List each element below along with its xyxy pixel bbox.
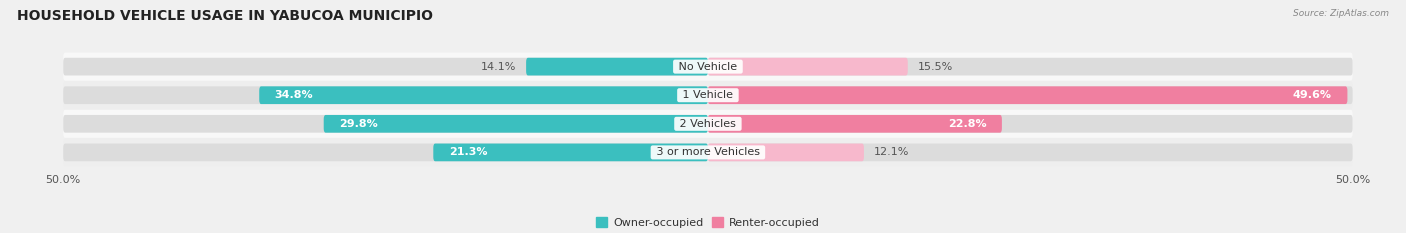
Text: 3 or more Vehicles: 3 or more Vehicles	[652, 147, 763, 158]
FancyBboxPatch shape	[526, 58, 707, 75]
FancyBboxPatch shape	[63, 115, 707, 133]
Text: 12.1%: 12.1%	[875, 147, 910, 158]
FancyBboxPatch shape	[707, 58, 1353, 75]
Text: 22.8%: 22.8%	[948, 119, 987, 129]
Text: 49.6%: 49.6%	[1294, 90, 1331, 100]
FancyBboxPatch shape	[707, 144, 1353, 161]
Text: No Vehicle: No Vehicle	[675, 62, 741, 72]
Legend: Owner-occupied, Renter-occupied: Owner-occupied, Renter-occupied	[592, 213, 824, 232]
FancyBboxPatch shape	[63, 144, 707, 161]
Text: HOUSEHOLD VEHICLE USAGE IN YABUCOA MUNICIPIO: HOUSEHOLD VEHICLE USAGE IN YABUCOA MUNIC…	[17, 9, 433, 23]
FancyBboxPatch shape	[433, 144, 707, 161]
FancyBboxPatch shape	[707, 115, 1002, 133]
FancyBboxPatch shape	[707, 86, 1347, 104]
FancyBboxPatch shape	[707, 58, 908, 75]
FancyBboxPatch shape	[707, 86, 1353, 104]
FancyBboxPatch shape	[63, 110, 1353, 138]
FancyBboxPatch shape	[323, 115, 707, 133]
FancyBboxPatch shape	[63, 81, 1353, 109]
Text: 34.8%: 34.8%	[274, 90, 314, 100]
Text: 1 Vehicle: 1 Vehicle	[679, 90, 737, 100]
Text: Source: ZipAtlas.com: Source: ZipAtlas.com	[1294, 9, 1389, 18]
FancyBboxPatch shape	[63, 58, 707, 75]
Text: 14.1%: 14.1%	[481, 62, 516, 72]
FancyBboxPatch shape	[63, 138, 1353, 166]
Text: 2 Vehicles: 2 Vehicles	[676, 119, 740, 129]
FancyBboxPatch shape	[707, 115, 1353, 133]
FancyBboxPatch shape	[259, 86, 707, 104]
Text: 29.8%: 29.8%	[339, 119, 378, 129]
FancyBboxPatch shape	[707, 144, 863, 161]
Text: 15.5%: 15.5%	[918, 62, 953, 72]
FancyBboxPatch shape	[63, 53, 1353, 81]
FancyBboxPatch shape	[63, 86, 707, 104]
Text: 21.3%: 21.3%	[449, 147, 488, 158]
